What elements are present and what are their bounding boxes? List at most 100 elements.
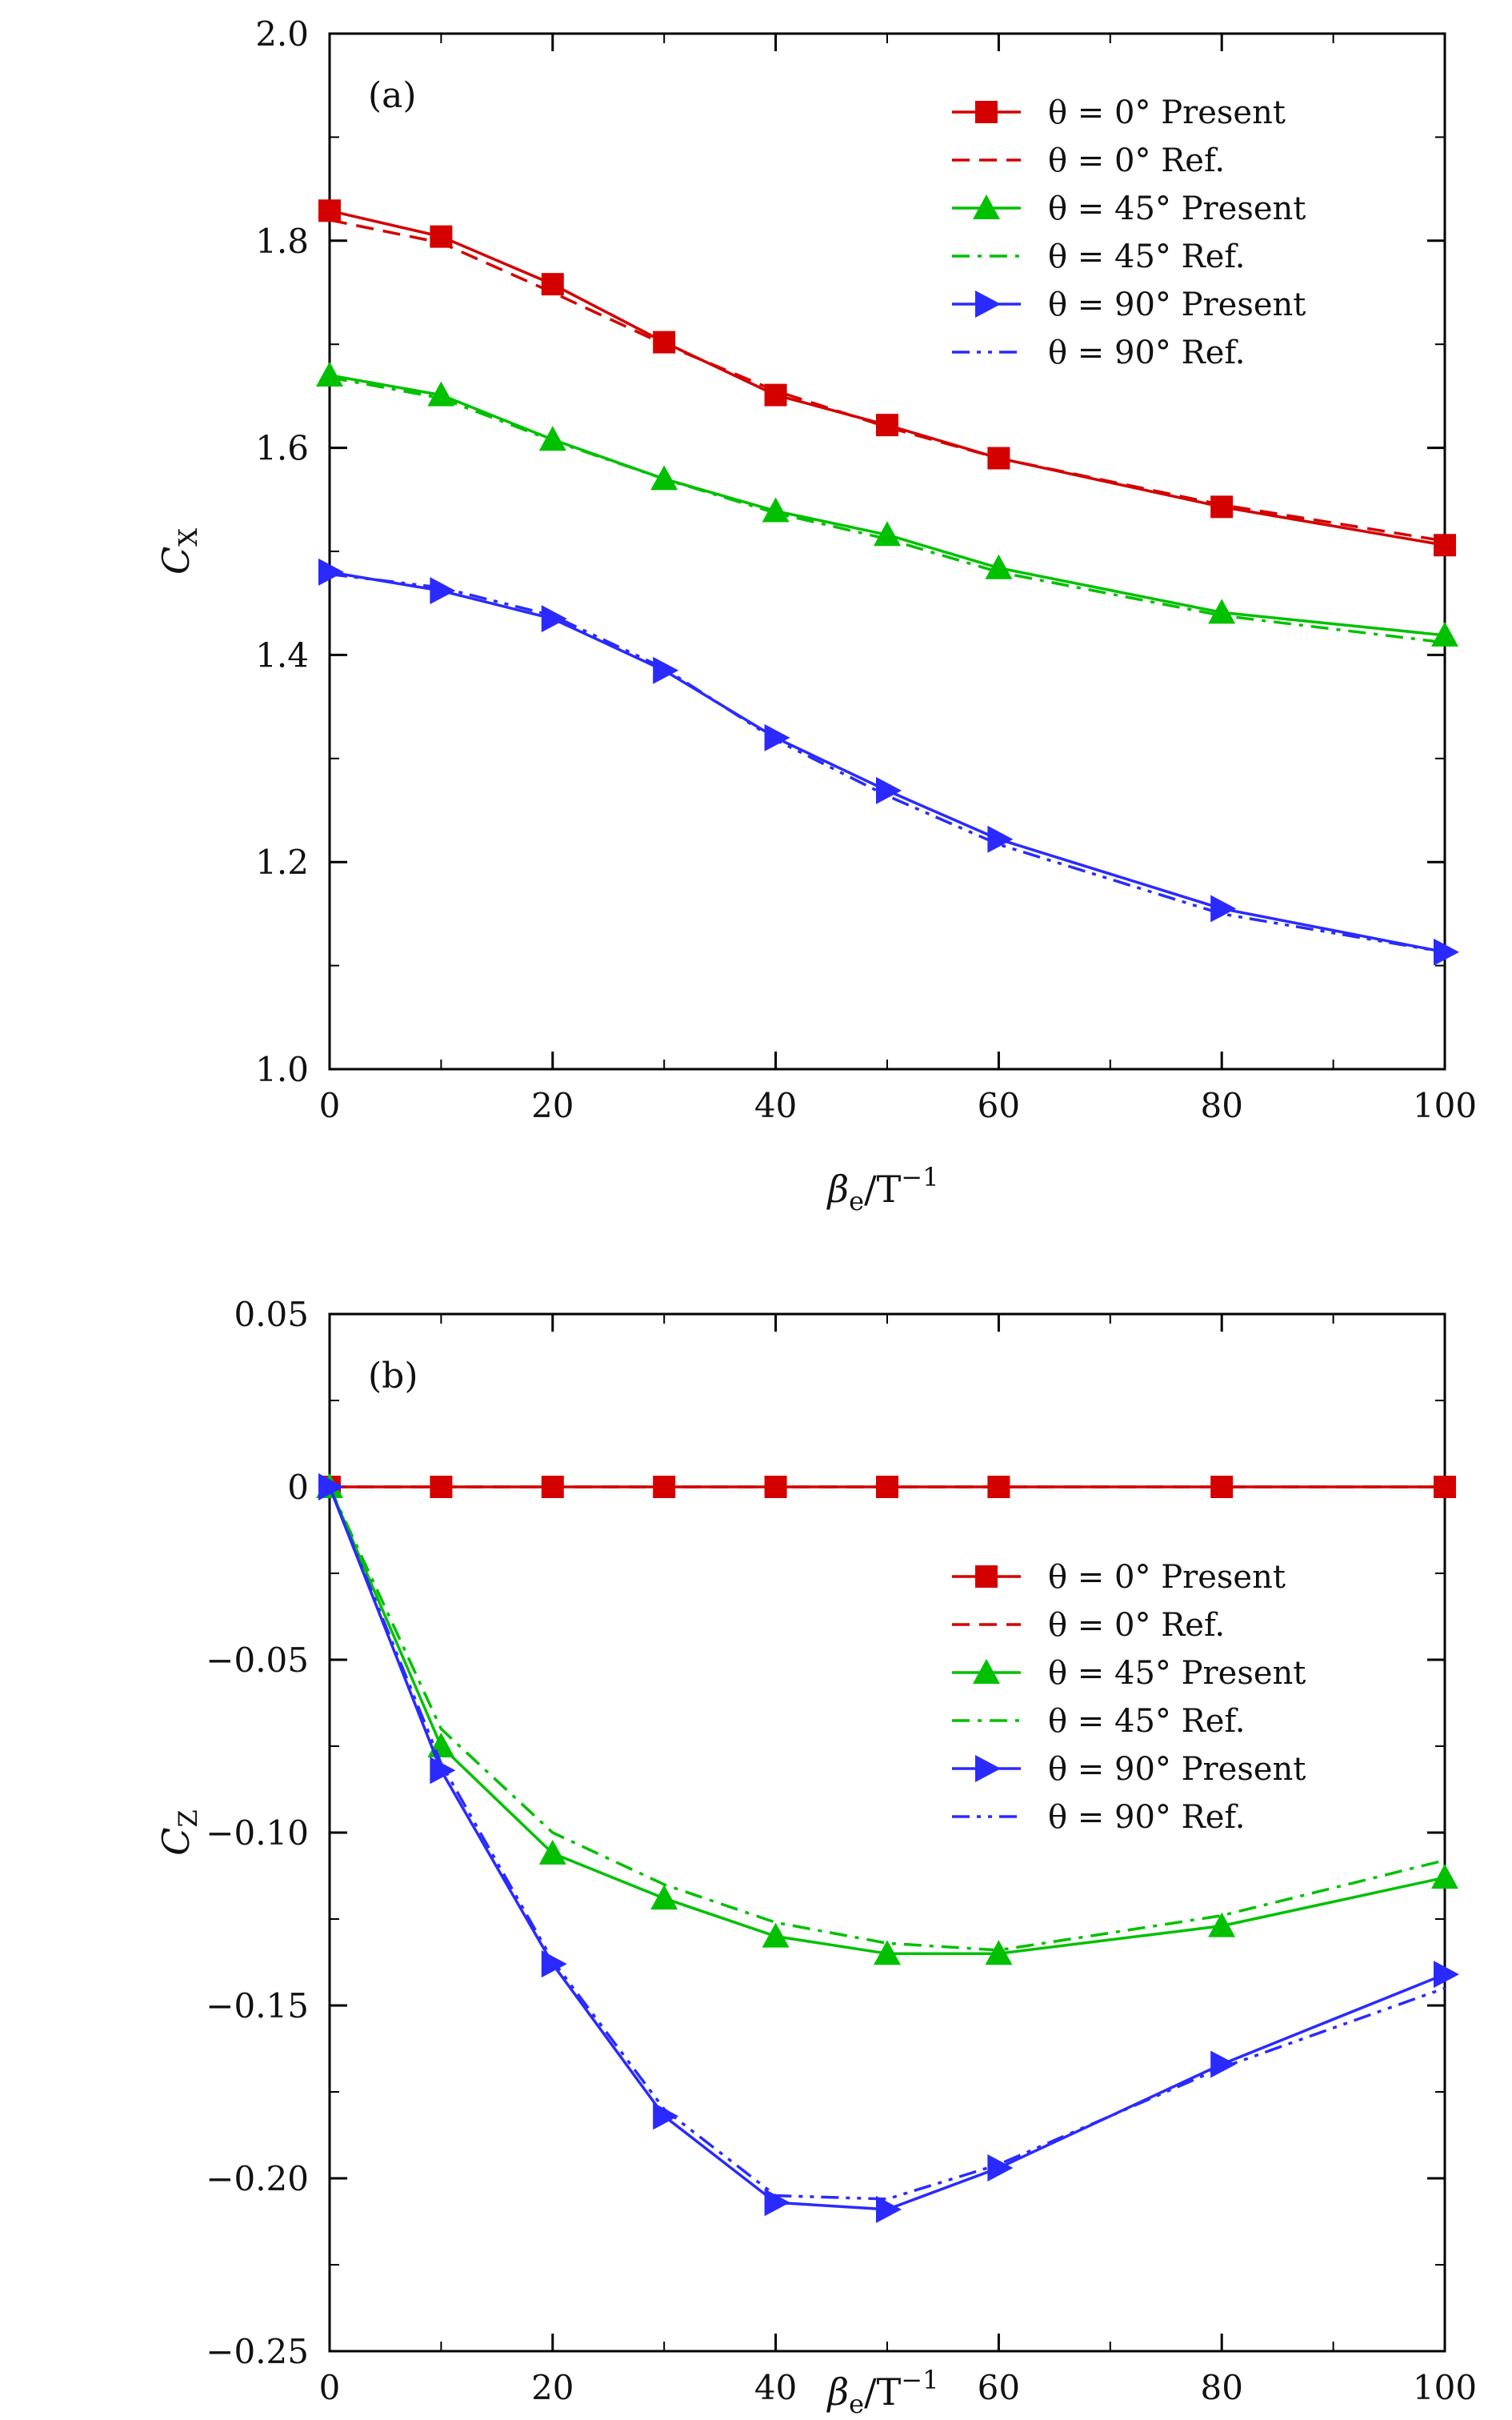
- y-tick-label: 1.4: [255, 635, 309, 675]
- legend-label: θ = 90° Ref.: [1048, 335, 1246, 371]
- data-point: [985, 1940, 1013, 1965]
- y-tick-label: −0.20: [206, 2159, 309, 2198]
- legend-label: θ = 45° Present: [1048, 190, 1306, 227]
- data-point: [430, 225, 453, 248]
- legend-marker: [975, 290, 1001, 318]
- y-tick-label: 0: [287, 1468, 309, 1507]
- y-tick-label: 2.0: [255, 14, 309, 54]
- data-point: [430, 577, 456, 605]
- data-point: [762, 1922, 790, 1948]
- legend-marker: [973, 194, 1000, 219]
- y-tick-label: −0.05: [206, 1641, 309, 1680]
- data-point: [874, 521, 901, 547]
- legend-label: θ = 0° Present: [1048, 94, 1286, 131]
- legend: θ = 0° Present θ = 0° Ref. θ = 45° Present…: [952, 1559, 1306, 1836]
- y-axis-title: CZ: [154, 1809, 203, 1855]
- data-point: [764, 723, 790, 751]
- data-point: [650, 1885, 678, 1910]
- x-tick-label: 0: [319, 1086, 341, 1125]
- legend-label: θ = 45° Ref.: [1048, 1703, 1246, 1740]
- data-point: [1208, 1912, 1236, 1937]
- x-tick-label: 60: [978, 2368, 1020, 2407]
- y-tick-label: −0.10: [206, 1813, 309, 1853]
- x-tick-label: 80: [1200, 1086, 1242, 1125]
- series-line: [329, 209, 1446, 547]
- y-tick-label: 1.0: [255, 1050, 309, 1089]
- y-axis-title: CX: [154, 528, 203, 575]
- data-point: [653, 2102, 679, 2130]
- data-point: [987, 825, 1014, 853]
- series-line: [329, 218, 1446, 543]
- legend-label: θ = 0° Ref.: [1048, 142, 1225, 179]
- data-point: [541, 273, 564, 296]
- legend-marker: [975, 101, 998, 123]
- data-point: [1431, 1864, 1458, 1889]
- data-point: [1210, 495, 1234, 519]
- plot-frame: [328, 32, 1446, 1071]
- data-point: [1210, 2050, 1237, 2078]
- y-tick-label: 1.2: [255, 843, 309, 882]
- data-point: [987, 2154, 1014, 2182]
- panel-label: (b): [368, 1356, 418, 1396]
- series-line: [328, 1486, 1446, 2201]
- legend-label: θ = 90° Present: [1048, 286, 1306, 323]
- data-point: [1434, 1476, 1456, 1498]
- x-tick-label: 100: [1413, 2368, 1477, 2407]
- data-point: [318, 558, 344, 586]
- legend-label: θ = 45° Ref.: [1048, 238, 1246, 275]
- data-point: [1434, 938, 1459, 966]
- legend: θ = 0° Present θ = 0° Ref. θ = 45° Present…: [952, 94, 1306, 371]
- y-tick-label: 1.8: [255, 222, 309, 261]
- x-tick-label: 20: [531, 1086, 574, 1125]
- series-line: [329, 571, 1446, 954]
- data-point: [985, 554, 1013, 579]
- data-point: [430, 1757, 456, 1785]
- panel-a: 0 20 40 60 80 100 1.0 1.2 1.4 1.6 1.8 2.0 CX βe/T−1 (a…: [154, 14, 1477, 1216]
- legend-marker: [975, 1755, 1001, 1782]
- x-tick-label: 100: [1413, 1086, 1477, 1125]
- data-point: [541, 605, 567, 633]
- data-point: [318, 1473, 344, 1500]
- series-line: [329, 375, 1446, 644]
- x-tick-label: 40: [754, 1086, 797, 1125]
- x-tick-label: 20: [531, 2368, 574, 2407]
- x-tick-label: 80: [1200, 2368, 1242, 2407]
- data-point: [876, 2195, 902, 2223]
- data-point: [1434, 534, 1456, 557]
- data-point: [316, 362, 343, 387]
- x-axis-title: βe/T−1: [826, 2365, 939, 2419]
- panel-b: 0 20 40 60 80 100 −0.25 −0.20 −0.15 −0.10 −0.05 0 0.…: [154, 1295, 1477, 2419]
- data-point: [762, 497, 790, 523]
- data-point: [538, 1839, 566, 1865]
- legend-marker: [975, 1565, 998, 1588]
- data-point: [876, 414, 898, 437]
- legend-label: θ = 45° Present: [1048, 1655, 1306, 1692]
- series-line: [329, 572, 1446, 954]
- data-point: [876, 776, 902, 804]
- legend-label: θ = 90° Ref.: [1048, 1799, 1246, 1836]
- data-point: [764, 2189, 790, 2217]
- legend-label: θ = 0° Present: [1048, 1559, 1286, 1596]
- data-point: [1210, 895, 1237, 923]
- x-tick-label: 0: [319, 2368, 341, 2407]
- legend-label: θ = 0° Ref.: [1048, 1607, 1225, 1644]
- y-tick-label: 0.05: [234, 1295, 309, 1334]
- data-point: [538, 426, 566, 451]
- data-point: [1434, 1961, 1459, 1989]
- plot-frame: [328, 1312, 1446, 2353]
- data-point: [874, 1940, 901, 1965]
- panel-label: (a): [368, 75, 417, 116]
- series-line: [328, 1486, 1446, 1952]
- legend-label: θ = 90° Present: [1048, 1751, 1306, 1788]
- y-tick-label: −0.25: [206, 2332, 309, 2371]
- series-line: [328, 1486, 1446, 1955]
- data-point: [1208, 599, 1236, 624]
- x-axis-title: βe/T−1: [826, 1162, 939, 1216]
- x-tick-label: 60: [978, 1086, 1020, 1125]
- data-point: [318, 199, 341, 222]
- legend-marker: [973, 1659, 1000, 1684]
- y-tick-label: 1.6: [255, 429, 309, 468]
- data-point: [653, 331, 676, 354]
- data-point: [653, 656, 679, 684]
